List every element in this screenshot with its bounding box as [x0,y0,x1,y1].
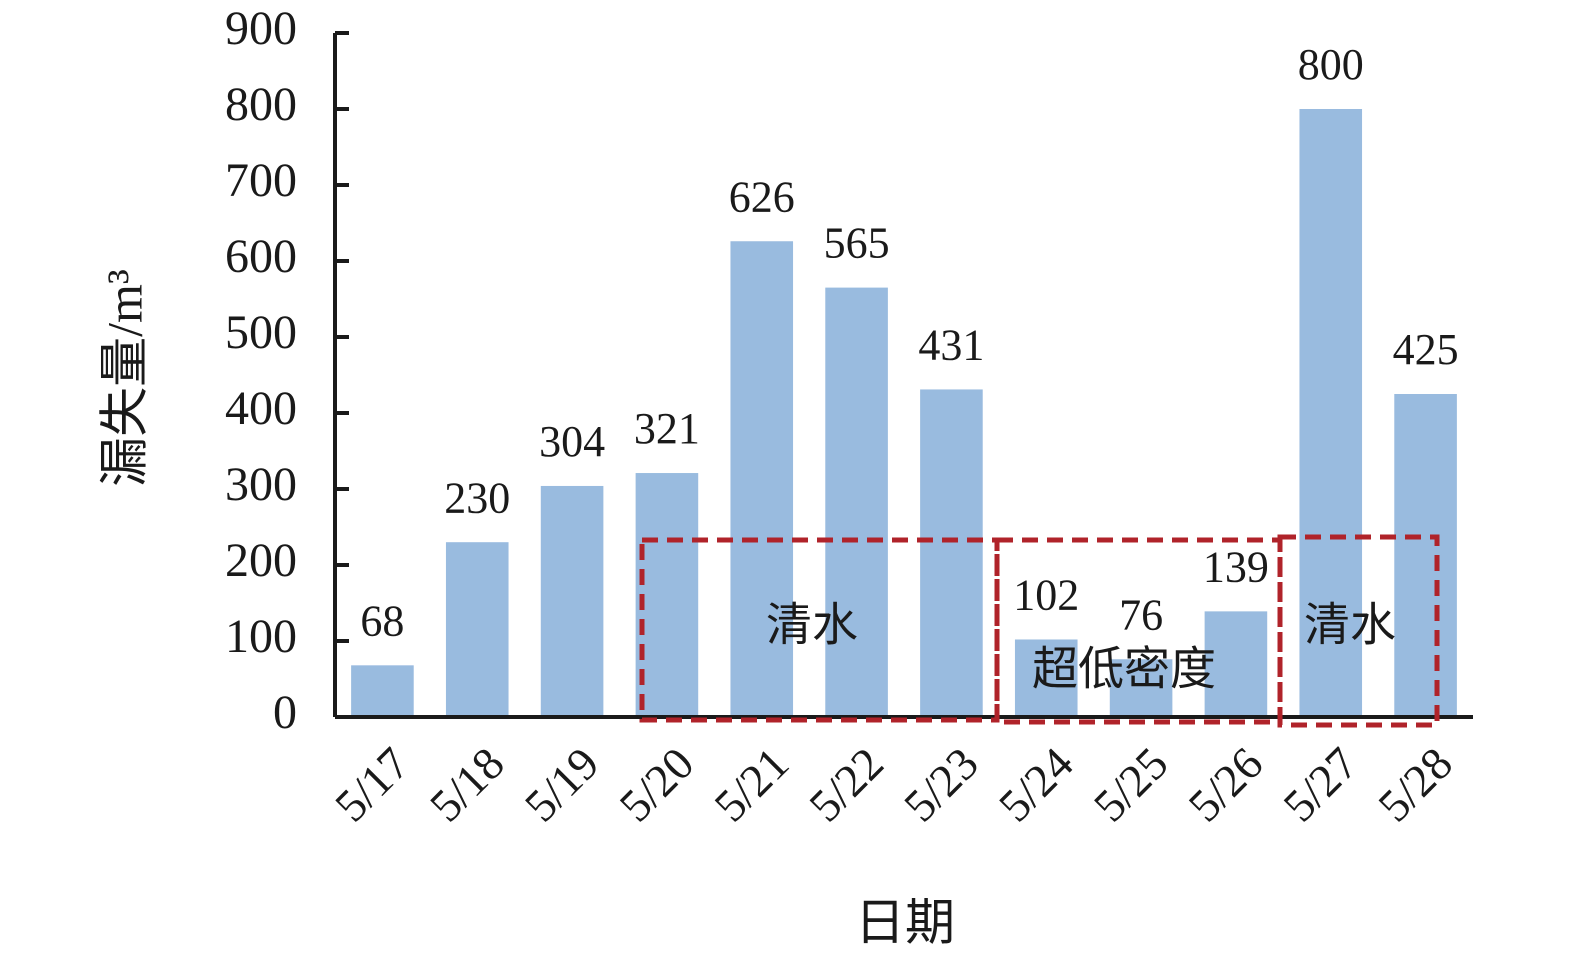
data-label: 68 [360,596,404,645]
x-axis-title: 日期 [855,894,955,950]
data-label: 800 [1298,40,1364,89]
bar [1109,659,1173,717]
x-tick-label: 5/21 [704,737,798,831]
bar [1204,611,1268,717]
bar [1394,394,1457,717]
bar [920,389,983,717]
data-label: 425 [1393,325,1459,374]
y-tick-label: 200 [225,534,297,587]
data-label: 139 [1203,542,1269,591]
data-label: 626 [729,172,795,221]
x-tick-label: 5/28 [1368,737,1462,831]
y-tick-label: 900 [225,2,297,55]
annotation: 超低密度 [1032,644,1216,695]
data-label: 230 [444,473,510,522]
data-label: 321 [634,404,700,453]
x-tick-label: 5/17 [325,737,419,831]
bar [540,485,604,717]
y-axis-title: 漏失量/m³ [96,269,152,487]
data-label: 431 [918,321,984,370]
y-tick-label: 400 [225,382,297,435]
data-label: 76 [1119,590,1163,639]
x-tick-label: 5/25 [1084,737,1178,831]
x-tick-label: 5/26 [1179,737,1273,831]
x-tick-label: 5/27 [1273,737,1367,831]
data-label: 565 [824,219,890,268]
data-label: 304 [539,417,605,466]
annotation-box [994,537,1283,725]
x-tick-label: 5/23 [894,737,988,831]
bar [1014,639,1078,717]
y-tick-label: 0 [273,686,297,739]
x-tick-label: 5/18 [420,737,514,831]
x-tick-label: 5/22 [799,737,893,831]
x-tick-label: 5/19 [515,737,609,831]
bar [825,287,888,717]
y-tick-label: 700 [225,154,297,207]
annotation: 清水 [766,600,858,651]
y-tick-label: 500 [225,306,297,359]
bar [1299,109,1363,717]
annotation-box [639,537,1000,723]
annotation-box [1277,534,1440,728]
x-tick-label: 5/24 [989,737,1083,831]
x-tick-label: 5/20 [610,737,704,831]
y-tick-label: 300 [225,458,297,511]
bar [351,665,414,717]
annotation: 清水 [1304,600,1396,651]
bar [445,542,509,717]
y-tick-label: 100 [225,610,297,663]
y-tick-label: 600 [225,230,297,283]
bar [730,241,794,718]
y-tick-label: 800 [225,78,297,131]
bar [635,473,699,717]
data-label: 102 [1013,571,1079,620]
